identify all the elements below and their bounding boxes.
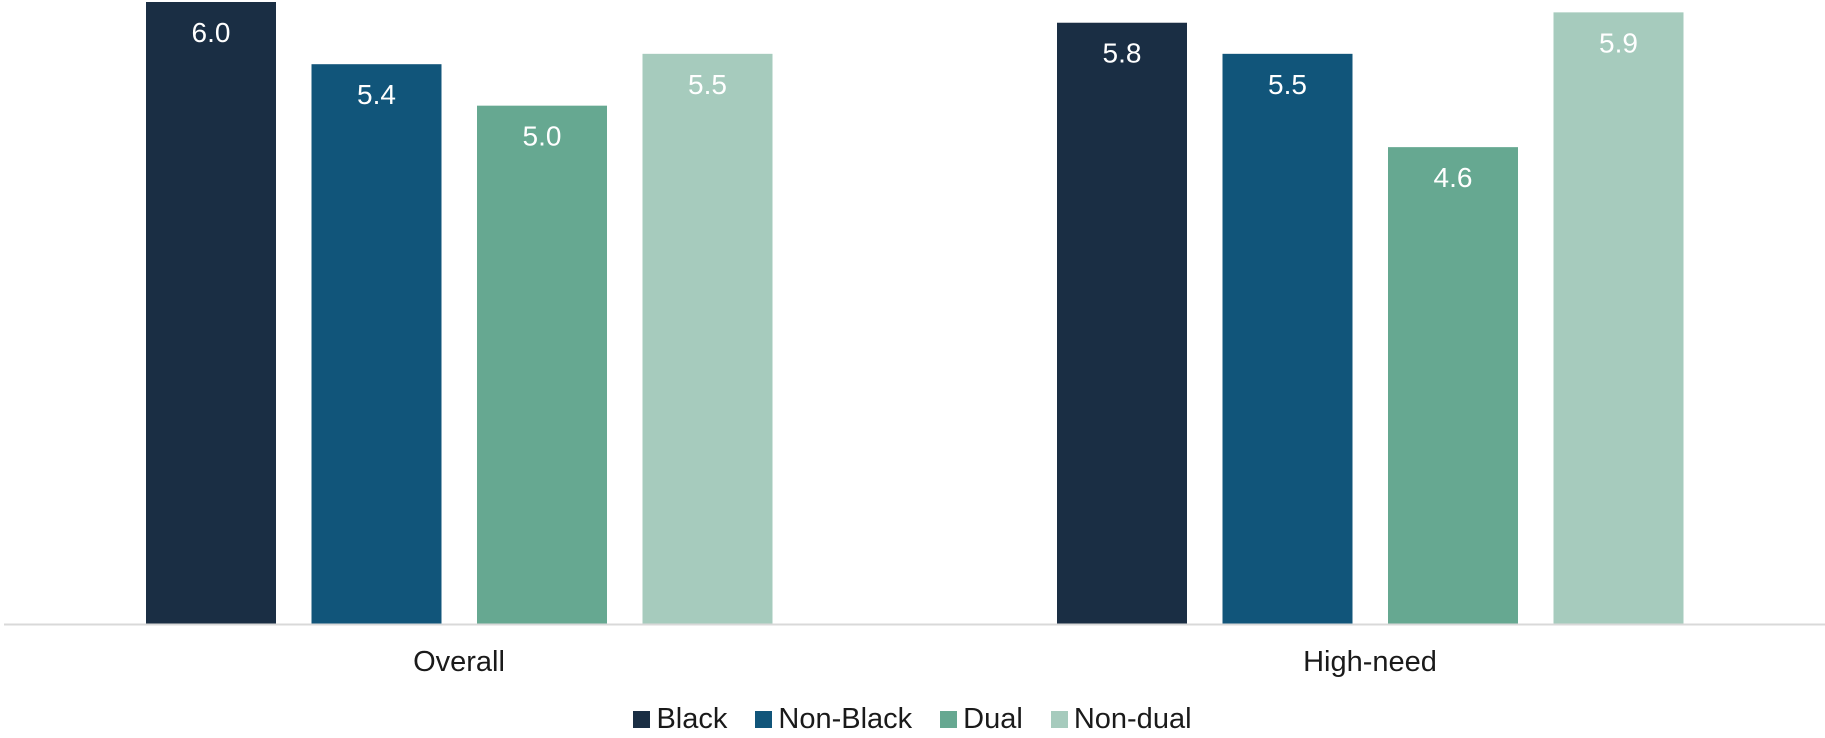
data-label: 5.5 (1268, 69, 1307, 100)
legend-item-non-dual: Non-dual (1050, 702, 1192, 736)
data-label: 6.0 (192, 17, 231, 48)
legend-item-non-black: Non-Black (755, 703, 912, 736)
legend-swatch (940, 710, 958, 728)
category-label: Overall (413, 646, 505, 678)
category-label: High-need (1303, 646, 1437, 678)
legend-item-dual: Dual (940, 703, 1023, 736)
bar-black-overall (146, 2, 276, 624)
legend-label: Black (656, 702, 728, 735)
legend-label: Non-dual (1073, 702, 1192, 735)
bar-non-black-overall (311, 64, 442, 624)
data-label: 5.9 (1599, 27, 1638, 58)
data-label: 5.5 (688, 69, 727, 100)
legend-item-black: Black (633, 703, 727, 736)
legend-label: Dual (963, 702, 1023, 735)
bar-chart: 6.0 5.4 5.0 5.5 Overall 5.8 5.5 4.6 5.9 High-need (4, 2, 1825, 678)
data-label: 4.6 (1434, 162, 1473, 193)
data-label: 5.4 (357, 79, 396, 110)
legend-swatch (1050, 710, 1068, 728)
bar-black-high-need (1057, 22, 1187, 624)
bar-non-black-high-need (1222, 53, 1353, 625)
legend-label: Non-Black (778, 702, 913, 735)
data-label: 5.0 (523, 121, 562, 152)
bar-dual-high-need (1388, 147, 1518, 624)
data-label: 5.8 (1103, 38, 1142, 69)
legend: Black Non-Black Dual Non-dual (0, 700, 1825, 738)
legend-swatch (633, 710, 651, 728)
legend-swatch (755, 710, 773, 728)
bar-non-dual-high-need (1553, 12, 1684, 625)
bar-non-dual-overall (642, 53, 773, 625)
bar-dual-overall (477, 105, 607, 624)
